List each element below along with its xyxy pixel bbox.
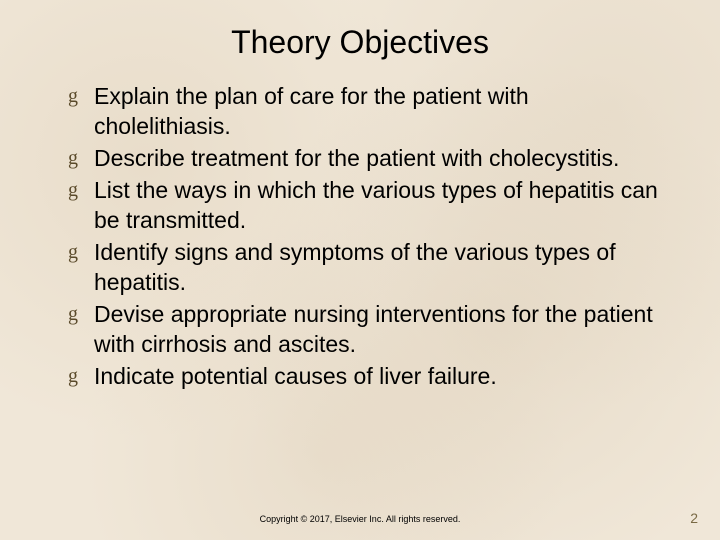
bullet-text: Devise appropriate nursing interventions… xyxy=(94,299,660,359)
list-item: g Indicate potential causes of liver fai… xyxy=(68,361,660,391)
bullet-icon: g xyxy=(68,81,94,111)
bullet-text: List the ways in which the various types… xyxy=(94,175,660,235)
list-item: g List the ways in which the various typ… xyxy=(68,175,660,235)
list-item: g Explain the plan of care for the patie… xyxy=(68,81,660,141)
slide-title: Theory Objectives xyxy=(0,0,720,75)
slide: Theory Objectives g Explain the plan of … xyxy=(0,0,720,540)
bullet-text: Indicate potential causes of liver failu… xyxy=(94,361,660,391)
bullet-icon: g xyxy=(68,237,94,267)
slide-content: g Explain the plan of care for the patie… xyxy=(0,75,720,391)
bullet-text: Explain the plan of care for the patient… xyxy=(94,81,660,141)
list-item: g Identify signs and symptoms of the var… xyxy=(68,237,660,297)
list-item: g Describe treatment for the patient wit… xyxy=(68,143,660,173)
bullet-icon: g xyxy=(68,361,94,391)
bullet-text: Identify signs and symptoms of the vario… xyxy=(94,237,660,297)
bullet-icon: g xyxy=(68,175,94,205)
page-number: 2 xyxy=(690,510,698,526)
copyright-footer: Copyright © 2017, Elsevier Inc. All righ… xyxy=(0,514,720,524)
bullet-icon: g xyxy=(68,299,94,329)
bullet-text: Describe treatment for the patient with … xyxy=(94,143,660,173)
bullet-icon: g xyxy=(68,143,94,173)
list-item: g Devise appropriate nursing interventio… xyxy=(68,299,660,359)
